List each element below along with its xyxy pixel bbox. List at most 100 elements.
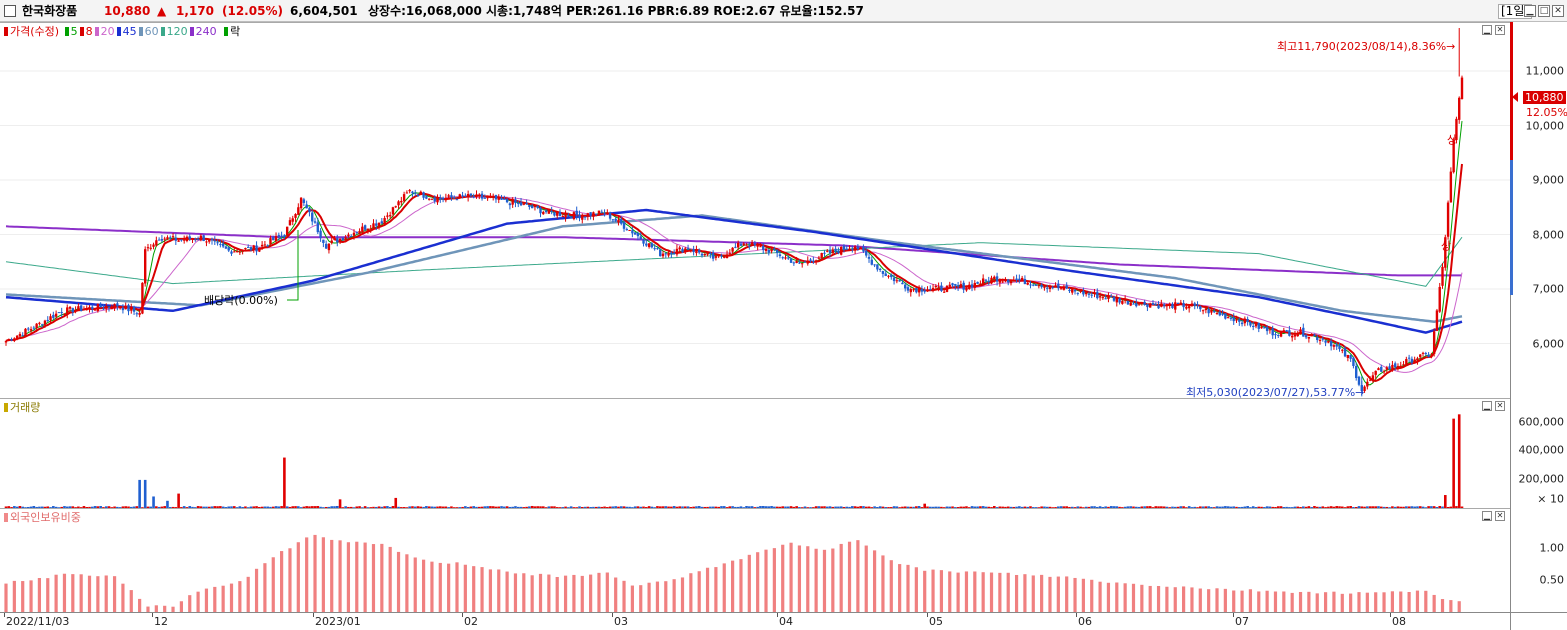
- candle-body: [684, 248, 687, 252]
- foreign-bar: [46, 578, 50, 612]
- y-tick-label: 200,000: [1518, 472, 1565, 486]
- foreign-bar: [864, 545, 868, 612]
- ma-legend-swatch: [94, 27, 99, 36]
- candle-body: [249, 247, 253, 251]
- stock-name[interactable]: 한국화장품: [22, 4, 78, 18]
- candle-body: [1368, 379, 1372, 381]
- foreign-legend-title[interactable]: 외국인보유비중: [10, 511, 81, 524]
- candle-body: [636, 233, 640, 237]
- volume-bar: [728, 506, 732, 508]
- candle-body: [38, 322, 41, 324]
- volume-bar: [636, 506, 640, 508]
- ma-legend-120[interactable]: 120: [166, 25, 188, 38]
- volume-bar: [839, 506, 843, 508]
- candle-body: [1318, 339, 1322, 341]
- volume-bar: [867, 506, 871, 508]
- foreign-bar: [204, 588, 209, 612]
- candle-body: [363, 225, 367, 230]
- volume-panel-close-icon[interactable]: ✕: [1495, 401, 1505, 411]
- panel-minimize-icon[interactable]: ▁: [1482, 25, 1492, 35]
- candle-body: [990, 277, 993, 284]
- foreign-bar: [881, 555, 885, 612]
- volume-bar: [1438, 505, 1442, 508]
- volume-bar: [956, 507, 960, 508]
- select-checkbox[interactable]: [4, 5, 16, 17]
- volume-bar: [522, 507, 526, 508]
- maximize-icon[interactable]: □: [1538, 5, 1550, 17]
- volume-bar: [202, 506, 205, 508]
- ma-legend-60[interactable]: 60: [144, 25, 159, 38]
- ma45-line: [5, 208, 1463, 334]
- candle-body: [466, 193, 470, 198]
- close-icon[interactable]: ✕: [1552, 5, 1564, 17]
- volume-bar: [116, 506, 119, 508]
- price-panel[interactable]: 가격(수정) 5 8 20 45 60 120 240 락 ▁ ✕: [0, 22, 1510, 398]
- ma-legend-8[interactable]: 8: [85, 25, 93, 38]
- volume-bar: [1221, 506, 1224, 508]
- candle-body: [973, 282, 977, 288]
- volume-bar: [1288, 507, 1291, 508]
- volume-bar: [633, 506, 637, 508]
- volume-bar: [21, 506, 25, 508]
- ma-legend-240[interactable]: 240: [195, 25, 217, 38]
- ma-legend-5[interactable]: 5: [70, 25, 78, 38]
- volume-y-axis[interactable]: 600,000 400,000 200,000 × 10: [1510, 398, 1567, 508]
- volume-bar: [717, 506, 720, 508]
- volume-bar: [235, 507, 239, 508]
- foreign-bar: [1290, 592, 1294, 612]
- foreign-bar: [931, 569, 935, 612]
- candle-body: [233, 251, 236, 253]
- volume-bar: [745, 506, 748, 508]
- volume-bar: [327, 506, 331, 508]
- foreign-bar: [213, 586, 217, 612]
- y-tick-label: 8,000: [1532, 228, 1565, 242]
- candle-body: [102, 308, 105, 310]
- candle-body: [1037, 285, 1041, 287]
- candle-body: [734, 246, 737, 248]
- candle-body: [489, 196, 492, 198]
- volume-bar: [1382, 506, 1386, 508]
- candle-body: [118, 307, 122, 309]
- volume-bar: [489, 506, 492, 508]
- candle-body: [1377, 368, 1380, 371]
- volume-panel[interactable]: 거래량 ▁ ✕: [0, 398, 1510, 508]
- ma-legend-45[interactable]: 45: [122, 25, 137, 38]
- volume-bar: [280, 506, 283, 508]
- volume-legend-title[interactable]: 거래량: [10, 401, 41, 414]
- date-x-axis[interactable]: 2022/11/03 12 2023/01 02 03 04 05 06 07 08: [0, 612, 1510, 630]
- candle-body: [202, 235, 205, 242]
- volume-bar: [129, 506, 133, 508]
- foreign-panel-minimize-icon[interactable]: ▁: [1482, 511, 1492, 521]
- volume-bar: [973, 506, 977, 508]
- volume-bar: [82, 506, 86, 508]
- legend-tail: 락: [230, 25, 241, 38]
- candle-body: [519, 202, 523, 206]
- minimize-icon[interactable]: ▁: [1524, 5, 1536, 17]
- candle-body: [1079, 290, 1082, 292]
- volume-panel-minimize-icon[interactable]: ▁: [1482, 401, 1492, 411]
- price-legend-title[interactable]: 가격(수정): [10, 25, 60, 38]
- volume-bar: [377, 506, 381, 508]
- candle-body: [238, 251, 242, 253]
- ma-legend-swatch: [160, 27, 165, 36]
- foreign-y-axis[interactable]: 1.00 0.50: [1510, 508, 1567, 612]
- candle-body: [185, 236, 189, 242]
- volume-bar: [93, 506, 97, 508]
- volume-bar: [670, 506, 673, 508]
- price-y-axis[interactable]: 11,000 10,000 9,000 8,000 7,000 6,000: [1510, 22, 1567, 398]
- volume-bar: [230, 506, 233, 508]
- volume-bar: [355, 506, 359, 508]
- foreign-bar: [998, 572, 1002, 612]
- candle-body: [1160, 303, 1163, 307]
- candle-body: [361, 226, 364, 233]
- panel-close-icon[interactable]: ✕: [1495, 25, 1505, 35]
- candle-body: [965, 287, 968, 291]
- foreign-bar: [806, 546, 810, 612]
- candle-body: [369, 228, 372, 230]
- foreign-panel-close-icon[interactable]: ✕: [1495, 511, 1505, 521]
- foreign-bar: [1073, 577, 1077, 612]
- foreign-bar: [413, 557, 417, 612]
- volume-bar: [1084, 506, 1088, 508]
- ma-legend-20[interactable]: 20: [100, 25, 115, 38]
